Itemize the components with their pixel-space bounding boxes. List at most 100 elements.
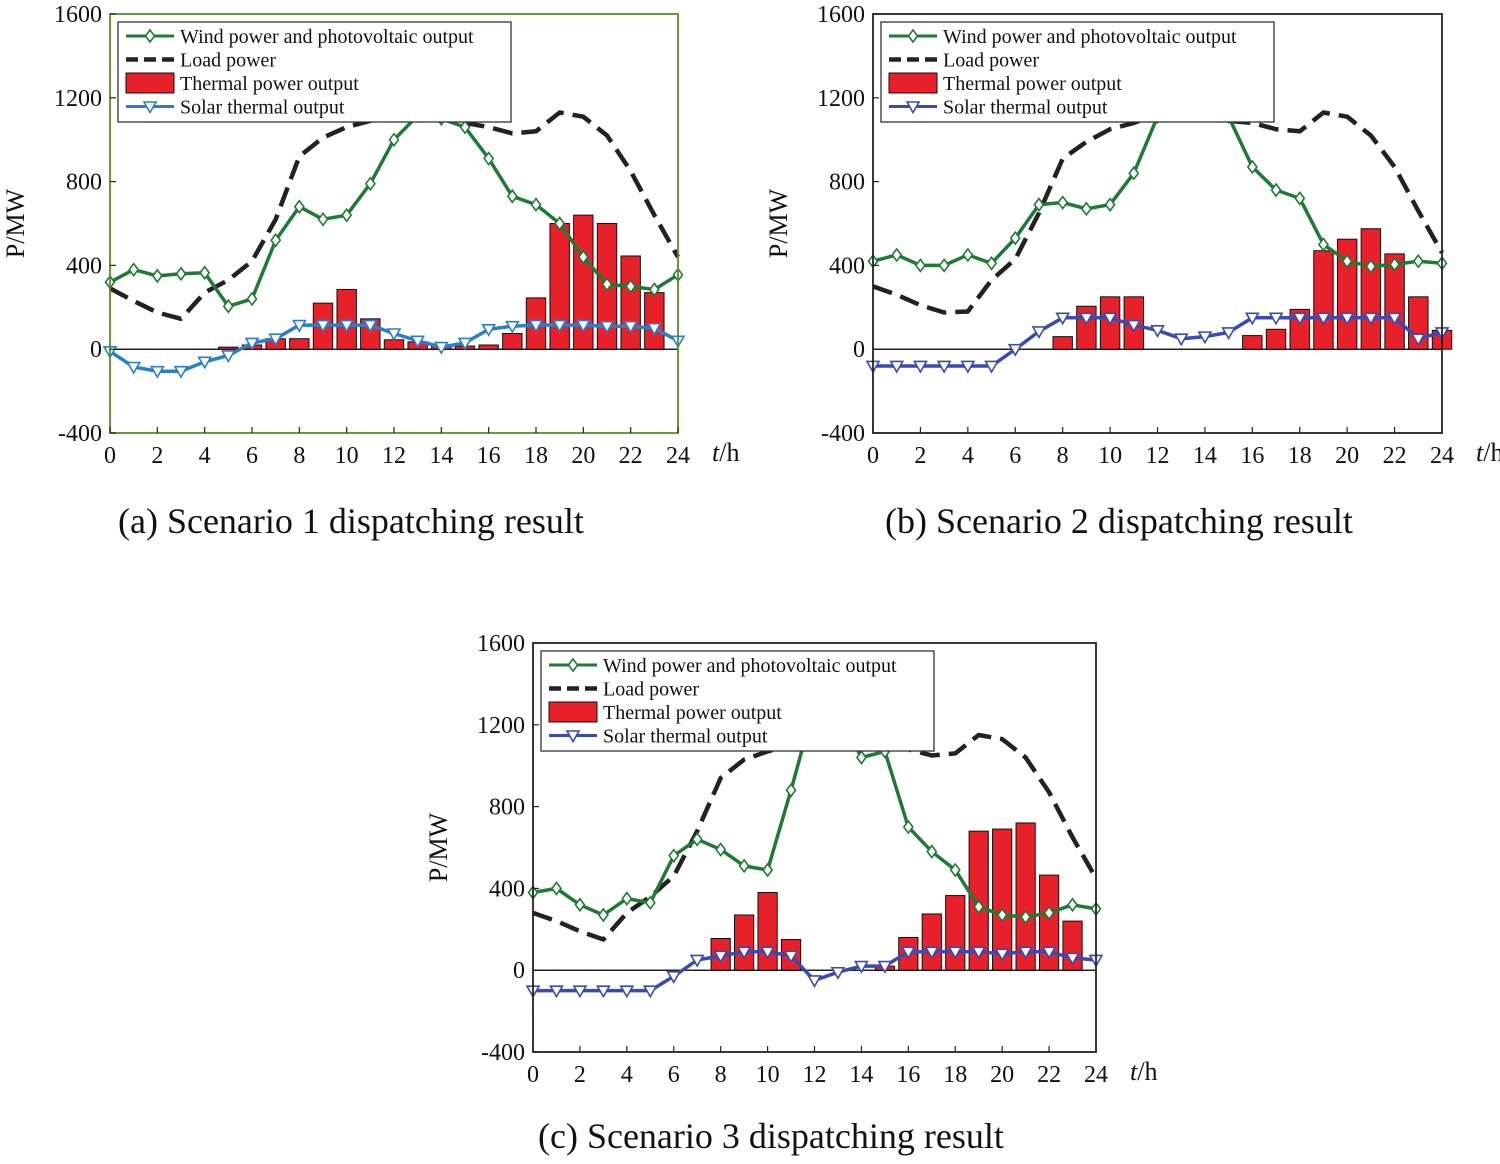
triangle-marker xyxy=(386,328,402,342)
triangle-marker xyxy=(1173,333,1189,347)
diamond-marker xyxy=(1341,253,1353,269)
x-tick-label: 12 xyxy=(1146,443,1170,469)
triangle-marker xyxy=(315,319,331,333)
triangle-marker xyxy=(984,360,999,374)
thermal-bar xyxy=(289,338,310,350)
diamond-marker xyxy=(962,247,974,263)
triangle-marker xyxy=(1316,312,1331,326)
diamond-marker xyxy=(949,862,961,878)
diamond-marker xyxy=(246,291,258,307)
x-tick-label: 4 xyxy=(621,1062,633,1088)
triangle-marker xyxy=(760,946,775,960)
legend-diamond-marker xyxy=(907,28,919,44)
thermal-bar xyxy=(1015,822,1036,971)
diamond-marker xyxy=(175,266,187,282)
y-tick-label: 1600 xyxy=(54,2,102,28)
y-tick-label: 800 xyxy=(489,795,525,821)
x-axis-label-var: t xyxy=(712,438,720,467)
y-tick-label: 1200 xyxy=(817,86,865,112)
thermal-bar xyxy=(734,914,755,971)
triangle-marker xyxy=(642,985,658,999)
triangle-marker xyxy=(481,323,497,337)
triangle-marker xyxy=(666,971,682,984)
x-tick-label: 8 xyxy=(715,1062,727,1088)
triangle-marker xyxy=(1410,333,1426,347)
diamond-marker xyxy=(1317,237,1329,252)
x-tick-label: 6 xyxy=(1009,443,1021,469)
x-tick-label: 18 xyxy=(1288,443,1312,469)
x-tick-label: 10 xyxy=(1098,443,1122,469)
diamond-marker xyxy=(317,211,329,227)
x-tick-label: 20 xyxy=(990,1062,1014,1088)
triangle-marker xyxy=(220,350,236,364)
thermal-bar xyxy=(620,255,641,350)
x-axis-label: t/h xyxy=(712,438,739,467)
y-tick-label: 400 xyxy=(829,253,865,279)
triangle-marker xyxy=(1041,946,1057,960)
triangle-marker xyxy=(1078,312,1094,326)
y-tick-label: -400 xyxy=(481,1040,525,1066)
x-tick-label: 2 xyxy=(574,1062,586,1088)
y-tick-label: 400 xyxy=(489,876,525,902)
x-tick-label: 4 xyxy=(962,443,974,469)
triangle-marker xyxy=(149,365,165,379)
caption-b: (b) Scenario 2 dispatching result xyxy=(885,501,1353,541)
x-tick-label: 4 xyxy=(199,443,211,469)
legend-label: Wind power and photovoltaic output xyxy=(180,26,474,48)
triangle-marker xyxy=(1126,319,1142,333)
legend-box xyxy=(880,21,1275,123)
x-tick-label: 10 xyxy=(335,443,359,469)
triangle-marker xyxy=(362,319,378,333)
triangle-marker xyxy=(924,946,940,960)
triangle-marker xyxy=(1150,325,1165,338)
diamond-marker xyxy=(574,897,586,913)
triangle-marker xyxy=(1268,312,1284,326)
x-tick-label: 12 xyxy=(382,443,406,469)
diamond-marker xyxy=(986,255,998,271)
triangle-marker xyxy=(936,360,952,374)
legend-label: Load power xyxy=(180,50,276,72)
diamond-marker xyxy=(1412,253,1424,269)
caption-a: (a) Scenario 1 dispatching result xyxy=(118,501,584,541)
diamond-marker xyxy=(530,197,542,212)
diamond-marker xyxy=(459,119,471,135)
diamond-marker xyxy=(996,907,1008,923)
diamond-marker xyxy=(938,258,950,273)
legend-triangle-marker xyxy=(142,101,158,115)
x-tick-label: 2 xyxy=(151,443,163,469)
legend-label: Solar thermal output xyxy=(603,726,768,748)
x-axis-label-unit: /h xyxy=(719,438,739,467)
legend-box xyxy=(540,650,935,752)
legend-label: Thermal power output xyxy=(603,702,782,724)
diamond-marker xyxy=(506,188,518,204)
diamond-marker xyxy=(1128,165,1140,181)
legend-label: Solar thermal output xyxy=(180,97,345,119)
y-tick-label: 0 xyxy=(513,958,525,984)
y-tick-label: 800 xyxy=(829,170,865,196)
y-tick-label: 1600 xyxy=(477,631,525,657)
triangle-marker xyxy=(268,333,284,347)
y-axis-label: P/MW xyxy=(1,188,30,258)
triangle-marker xyxy=(528,319,544,333)
triangle-marker xyxy=(1102,312,1118,326)
diamond-marker xyxy=(1043,905,1055,921)
legend-label: Thermal power output xyxy=(943,73,1122,95)
diamond-marker xyxy=(222,298,234,314)
diamond-marker xyxy=(914,258,926,273)
x-tick-label: 0 xyxy=(104,443,116,469)
thermal-bar xyxy=(1038,874,1060,971)
triangle-marker xyxy=(457,337,473,351)
diamond-marker xyxy=(483,151,495,166)
legend-swatch-bar xyxy=(548,701,598,723)
thermal-bar xyxy=(921,913,942,971)
triangle-marker xyxy=(339,319,355,333)
triangle-marker xyxy=(1031,326,1047,340)
triangle-marker xyxy=(1007,343,1023,357)
x-tick-label: 16 xyxy=(1240,443,1264,469)
diamond-marker xyxy=(715,842,727,857)
diamond-marker xyxy=(577,249,589,265)
